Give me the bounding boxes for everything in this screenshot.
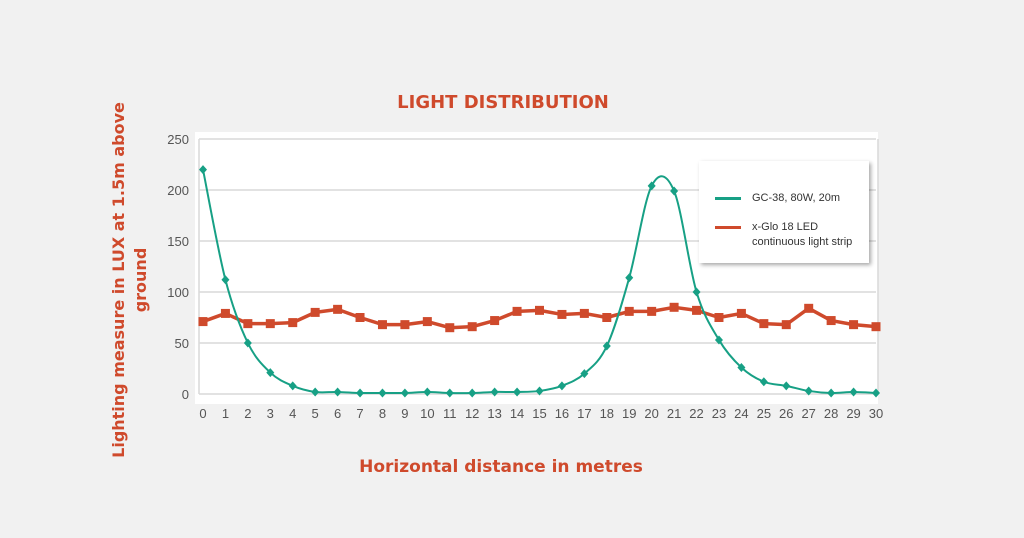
svg-text:6: 6 [334,406,341,421]
svg-text:16: 16 [555,406,569,421]
x-axis-label: Horizontal distance in metres [359,457,643,477]
svg-text:20: 20 [644,406,658,421]
svg-text:21: 21 [667,406,681,421]
svg-text:18: 18 [600,406,614,421]
svg-text:3: 3 [267,406,274,421]
svg-text:27: 27 [801,406,815,421]
chart-title: LIGHT DISTRIBUTION [397,92,609,113]
svg-text:26: 26 [779,406,793,421]
svg-text:12: 12 [465,406,479,421]
legend-item-xglo: x-Glo 18 LED continuous light strip [715,220,852,250]
chart-legend: GC-38, 80W, 20m x-Glo 18 LED continuous l… [699,161,869,263]
svg-text:150: 150 [167,234,189,249]
svg-text:25: 25 [757,406,771,421]
svg-text:4: 4 [289,406,296,421]
svg-text:22: 22 [689,406,703,421]
svg-text:9: 9 [401,406,408,421]
svg-text:30: 30 [869,406,883,421]
svg-text:19: 19 [622,406,636,421]
svg-text:15: 15 [532,406,546,421]
svg-text:8: 8 [379,406,386,421]
svg-text:13: 13 [487,406,501,421]
series-xglo [198,302,881,333]
svg-text:24: 24 [734,406,748,421]
svg-text:200: 200 [167,183,189,198]
svg-text:250: 250 [167,132,189,147]
legend-swatch [715,197,741,200]
svg-text:2: 2 [244,406,251,421]
svg-text:7: 7 [356,406,363,421]
svg-text:5: 5 [312,406,319,421]
legend-label: x-Glo 18 LED continuous light strip [752,221,853,248]
series-gc38 [199,165,880,398]
svg-text:11: 11 [443,406,457,421]
svg-text:0: 0 [199,406,206,421]
svg-text:29: 29 [846,406,860,421]
svg-text:10: 10 [420,406,434,421]
svg-text:1: 1 [222,406,229,421]
svg-text:28: 28 [824,406,838,421]
svg-text:50: 50 [175,336,189,351]
svg-text:100: 100 [167,285,189,300]
legend-swatch [715,226,741,229]
legend-label: GC-38, 80W, 20m [752,192,841,204]
svg-text:23: 23 [712,406,726,421]
legend-item-gc38: GC-38, 80W, 20m [715,191,840,206]
svg-text:17: 17 [577,406,591,421]
svg-text:0: 0 [182,387,189,402]
svg-text:14: 14 [510,406,524,421]
